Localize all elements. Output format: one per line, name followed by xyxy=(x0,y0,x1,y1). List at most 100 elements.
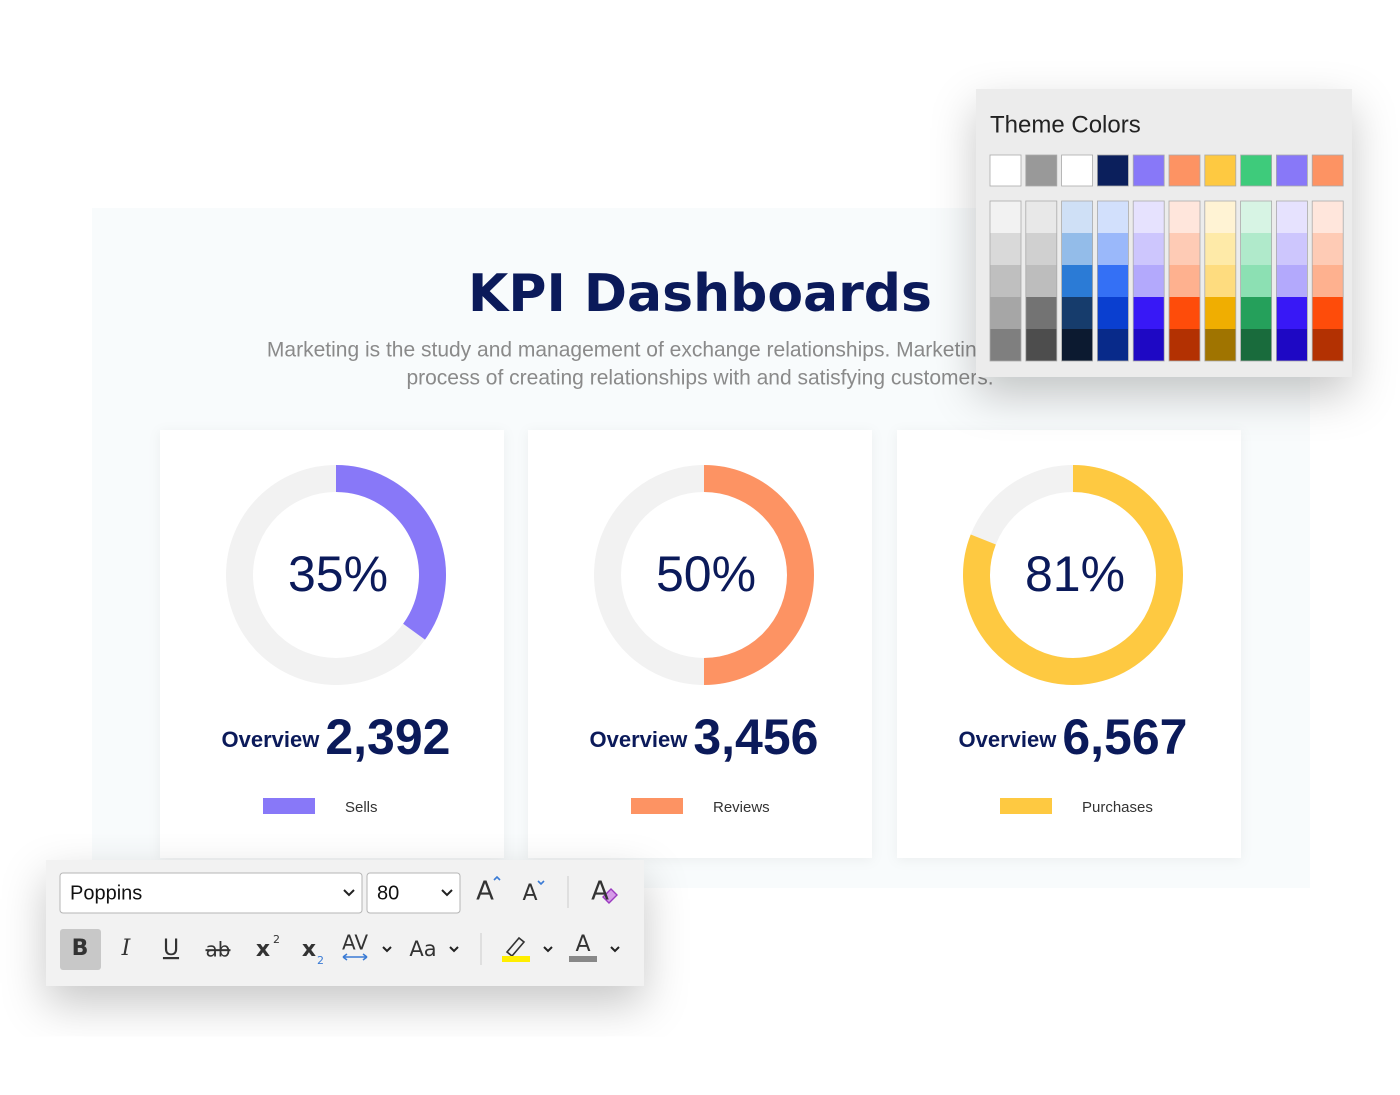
shade-swatch xyxy=(1025,297,1057,329)
shade-swatch xyxy=(1097,265,1129,297)
font-name: Poppins xyxy=(70,882,142,904)
shade-column xyxy=(1061,200,1093,362)
theme-swatch xyxy=(1204,154,1237,187)
shade-swatch xyxy=(1240,201,1272,233)
toolbar-button[interactable]: AV xyxy=(342,931,368,955)
shade-swatch xyxy=(1061,297,1093,329)
overview-value: 2,392 xyxy=(325,709,450,765)
overview-value: 6,567 xyxy=(1062,709,1187,765)
shade-swatch xyxy=(1276,329,1308,361)
theme-swatch xyxy=(989,154,1022,187)
superscript: 2 xyxy=(273,933,280,946)
toolbar-button[interactable]: U xyxy=(163,936,179,961)
shade-swatch xyxy=(1097,233,1129,265)
font-color xyxy=(569,956,597,962)
shade-column xyxy=(1132,200,1165,362)
theme-swatch xyxy=(1025,154,1058,187)
card xyxy=(160,430,504,858)
card xyxy=(897,430,1241,858)
legend-label: Reviews xyxy=(713,799,770,816)
shade-swatch xyxy=(1204,297,1236,329)
font-select[interactable] xyxy=(59,872,363,914)
theme-swatch xyxy=(1168,154,1201,187)
toolbar-button[interactable]: x xyxy=(256,937,270,962)
shade-column xyxy=(1311,200,1344,362)
toolbar-button[interactable]: B xyxy=(72,936,89,961)
toolbar-button[interactable]: A xyxy=(591,877,609,907)
legend-label: Sells xyxy=(345,799,378,816)
shade-swatch xyxy=(1025,201,1057,233)
chevron xyxy=(343,889,355,897)
shade-column xyxy=(1097,200,1129,362)
shade-swatch xyxy=(1240,297,1272,329)
shade-swatch xyxy=(1312,265,1344,297)
shade-swatch xyxy=(990,329,1021,361)
shade-swatch xyxy=(1169,297,1200,329)
shade-swatch xyxy=(1133,233,1165,265)
shade-swatch xyxy=(1025,265,1057,297)
shade-swatch xyxy=(1204,329,1236,361)
font-size: 80 xyxy=(377,882,399,904)
theme-swatch xyxy=(1240,154,1272,187)
shade-swatch xyxy=(1097,329,1129,361)
picker-title: Theme Colors xyxy=(990,111,1141,138)
shrink-arrow xyxy=(537,880,545,886)
shade-column xyxy=(1168,200,1201,362)
shade-swatch xyxy=(1312,297,1344,329)
shade-swatch xyxy=(990,233,1021,265)
shade-swatch xyxy=(1097,201,1129,233)
shade-swatch xyxy=(990,201,1021,233)
subtitle-line: process of creating relationships with a… xyxy=(406,367,993,390)
legend-swatch xyxy=(1000,798,1052,814)
toolbar-button[interactable]: A xyxy=(522,881,537,906)
toolbar-button[interactable]: ab xyxy=(206,938,231,962)
shade-swatch xyxy=(1276,233,1308,265)
theme-swatch xyxy=(1276,154,1308,187)
shade-swatch xyxy=(1133,329,1165,361)
shade-swatch xyxy=(1061,329,1093,361)
size-select[interactable] xyxy=(366,872,461,914)
shade-swatch xyxy=(1240,265,1272,297)
legend-swatch xyxy=(631,798,683,814)
shade-swatch xyxy=(1133,297,1165,329)
value-label: 35% xyxy=(288,546,388,602)
overview: Overview 2,392 xyxy=(222,709,451,765)
eraser xyxy=(602,888,618,904)
theme-swatch xyxy=(1311,154,1344,187)
shade-swatch xyxy=(1169,329,1200,361)
shade-column xyxy=(1025,200,1058,362)
bold-active xyxy=(60,929,101,970)
toolbar-button[interactable]: x xyxy=(302,937,316,962)
grow-arrow xyxy=(493,875,501,881)
subtitle-line: Marketing is the study and management of… xyxy=(267,339,1133,362)
chevron xyxy=(382,946,620,953)
legend-swatch xyxy=(263,798,315,814)
toolbar-button[interactable]: I xyxy=(121,936,132,961)
shade-column xyxy=(989,200,1022,362)
shade-swatch xyxy=(1133,201,1165,233)
shade-swatch xyxy=(1276,297,1308,329)
overview-value: 3,456 xyxy=(693,709,818,765)
highlight-icon[interactable] xyxy=(505,936,526,958)
shade-swatch xyxy=(1276,201,1308,233)
shade-swatch xyxy=(1240,329,1272,361)
overview-label: Overview xyxy=(959,727,1058,752)
shade-swatch xyxy=(1204,265,1236,297)
shade-swatch xyxy=(1061,233,1093,265)
shade-swatch xyxy=(1169,201,1200,233)
overview-label: Overview xyxy=(590,727,689,752)
shade-swatch xyxy=(1097,297,1129,329)
shade-column xyxy=(1276,200,1308,362)
subscript: 2 xyxy=(317,954,324,967)
toolbar-button[interactable]: Aa xyxy=(409,937,436,961)
overview: Overview 6,567 xyxy=(959,709,1188,765)
shade-swatch xyxy=(1204,233,1236,265)
legend-label: Purchases xyxy=(1082,799,1153,816)
toolbar-button[interactable]: A xyxy=(575,932,590,957)
overview-label: Overview xyxy=(222,727,321,752)
toolbar-button[interactable]: A xyxy=(476,877,494,907)
shade-swatch xyxy=(1061,265,1093,297)
theme-swatch xyxy=(1132,154,1165,187)
